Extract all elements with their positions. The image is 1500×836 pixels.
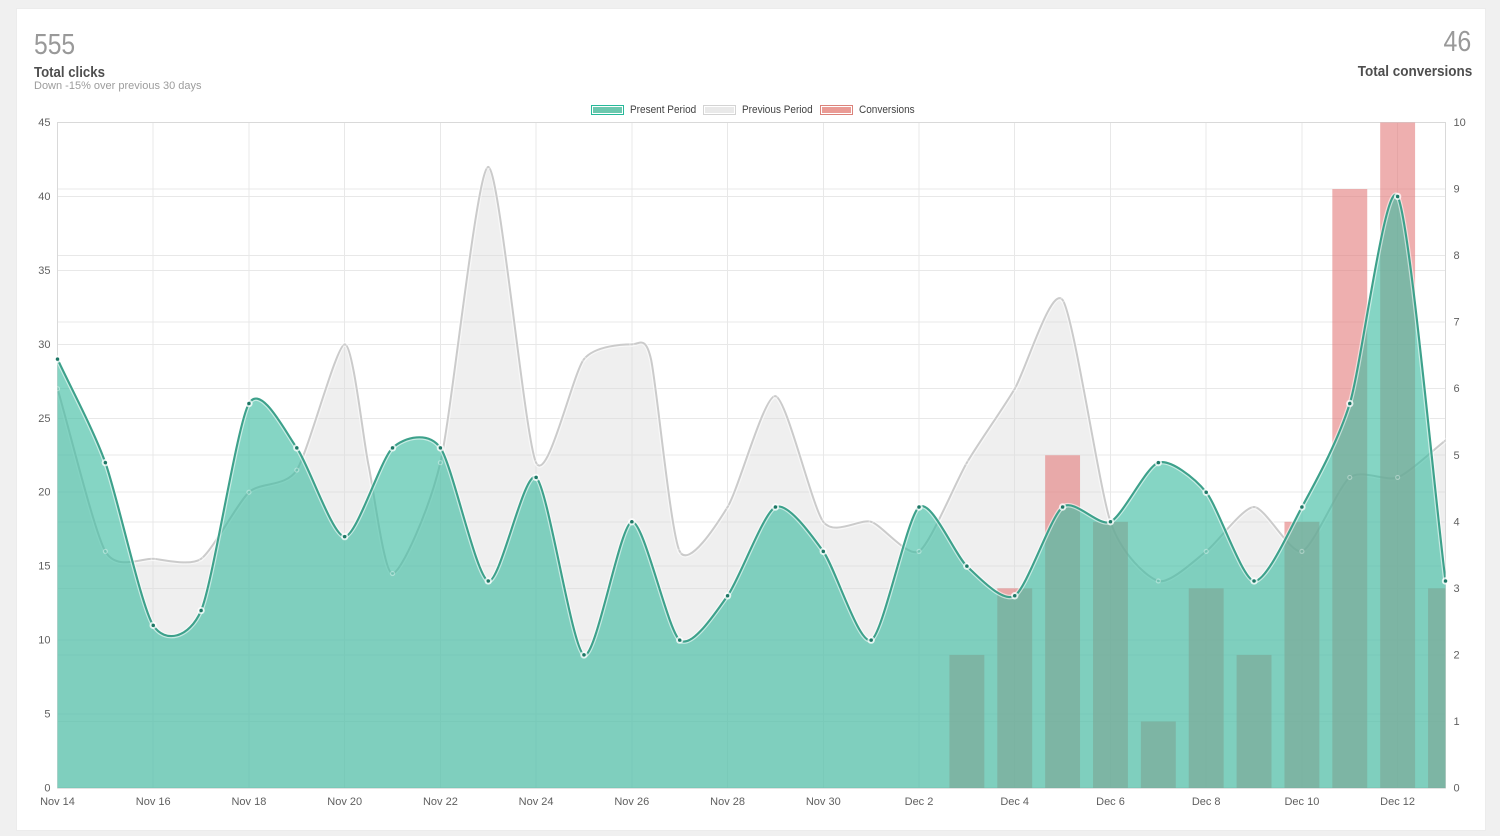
svg-text:25: 25 bbox=[38, 413, 50, 425]
svg-text:4: 4 bbox=[1454, 516, 1460, 528]
svg-text:5: 5 bbox=[44, 709, 50, 721]
svg-text:7: 7 bbox=[1454, 317, 1460, 329]
svg-text:Dec 12: Dec 12 bbox=[1380, 796, 1415, 808]
svg-text:45: 45 bbox=[38, 117, 50, 129]
svg-text:0: 0 bbox=[44, 783, 50, 795]
svg-text:40: 40 bbox=[38, 191, 50, 203]
svg-text:Nov 24: Nov 24 bbox=[519, 796, 554, 808]
svg-text:Nov 16: Nov 16 bbox=[136, 796, 171, 808]
svg-text:20: 20 bbox=[38, 487, 50, 499]
svg-text:Nov 20: Nov 20 bbox=[327, 796, 362, 808]
svg-text:Dec 4: Dec 4 bbox=[1000, 796, 1029, 808]
svg-text:Dec 2: Dec 2 bbox=[905, 796, 934, 808]
svg-text:Nov 18: Nov 18 bbox=[231, 796, 266, 808]
svg-text:Nov 22: Nov 22 bbox=[423, 796, 458, 808]
svg-text:Dec 10: Dec 10 bbox=[1284, 796, 1319, 808]
svg-text:Nov 26: Nov 26 bbox=[614, 796, 649, 808]
svg-text:Nov 30: Nov 30 bbox=[806, 796, 841, 808]
svg-text:8: 8 bbox=[1454, 250, 1460, 262]
svg-text:Nov 14: Nov 14 bbox=[40, 796, 75, 808]
svg-text:3: 3 bbox=[1454, 583, 1460, 595]
svg-text:2: 2 bbox=[1454, 649, 1460, 661]
svg-text:5: 5 bbox=[1454, 450, 1460, 462]
svg-text:9: 9 bbox=[1454, 184, 1460, 196]
svg-text:6: 6 bbox=[1454, 383, 1460, 395]
svg-text:0: 0 bbox=[1454, 783, 1460, 795]
svg-text:10: 10 bbox=[1454, 117, 1466, 129]
svg-text:Dec 6: Dec 6 bbox=[1096, 796, 1125, 808]
svg-text:Dec 8: Dec 8 bbox=[1192, 796, 1221, 808]
svg-text:35: 35 bbox=[38, 265, 50, 277]
svg-text:1: 1 bbox=[1454, 716, 1460, 728]
svg-text:Nov 28: Nov 28 bbox=[710, 796, 745, 808]
svg-text:10: 10 bbox=[38, 635, 50, 647]
svg-text:15: 15 bbox=[38, 561, 50, 573]
svg-text:30: 30 bbox=[38, 339, 50, 351]
